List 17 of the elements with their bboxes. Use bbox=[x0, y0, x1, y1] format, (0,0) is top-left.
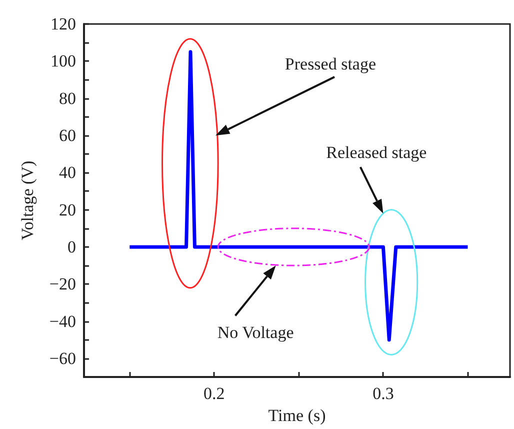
x-axis-title: Time (s) bbox=[268, 406, 326, 425]
y-tick-label: 60 bbox=[59, 126, 76, 145]
y-axis-title: Voltage (V) bbox=[18, 160, 37, 240]
y-tick-label: 100 bbox=[50, 52, 76, 71]
x-tick-label: 0.3 bbox=[372, 384, 394, 403]
x-tick-label: 0.2 bbox=[204, 384, 225, 403]
annotation: No Voltage bbox=[217, 323, 294, 342]
y-tick-label: 80 bbox=[59, 88, 76, 108]
y-tick-label: −60 bbox=[49, 348, 76, 368]
y-tick-label: 0 bbox=[68, 237, 76, 256]
annotation: Pressed stage bbox=[284, 54, 376, 74]
y-tick-label: −40 bbox=[49, 312, 76, 331]
y-tick-label: 120 bbox=[50, 14, 76, 34]
y-tick-label: 20 bbox=[59, 200, 76, 220]
y-tick-label: 40 bbox=[59, 163, 76, 182]
annotation: Released stage bbox=[326, 142, 427, 162]
y-tick-label: −20 bbox=[49, 274, 76, 294]
